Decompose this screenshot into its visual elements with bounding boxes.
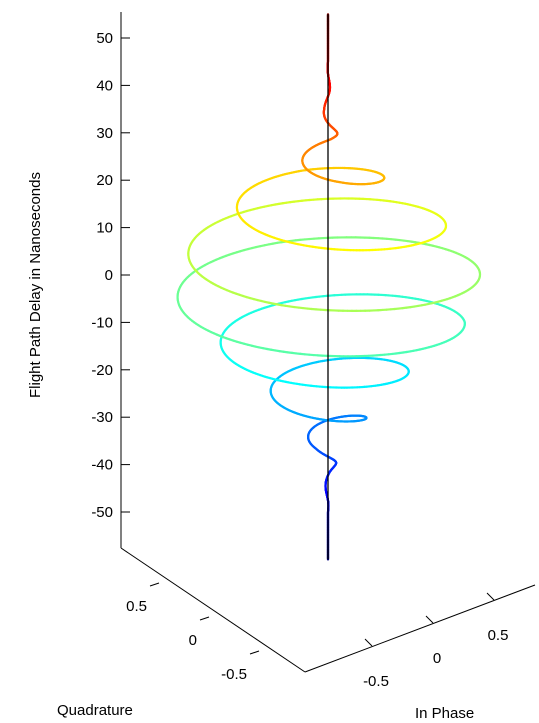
z-tick-label: 20 — [96, 172, 113, 189]
z-tick-label: 0 — [105, 267, 113, 284]
z-tick-label: 40 — [96, 77, 113, 94]
quadrature-axis-ticks: 0.5 0 -0.5 — [126, 582, 260, 683]
in-phase-axis-label: In Phase — [415, 705, 474, 722]
in-phase-tick-label: 0 — [433, 650, 441, 667]
quadrature-tick-label: 0.5 — [126, 598, 147, 615]
in-phase-axis-ticks: -0.5 0 0.5 — [363, 592, 509, 690]
quadrature-tick-mark — [149, 582, 160, 587]
z-tick-label: 50 — [96, 30, 113, 47]
z-tick-label: -50 — [91, 504, 113, 521]
axes-frame — [120, 12, 536, 673]
quadrature-tick-mark — [249, 650, 260, 655]
in-phase-tick-label: -0.5 — [363, 673, 389, 690]
in-phase-tick-mark — [486, 592, 495, 601]
z-axis-ticks: 50 40 30 20 10 0 -10 -20 -30 -40 -50 — [91, 30, 130, 521]
quadrature-tick-mark — [199, 616, 210, 621]
quadrature-tick-label: 0 — [189, 632, 197, 649]
z-axis-label: Flight Path Delay in Nanoseconds — [27, 172, 44, 398]
z-tick-label: -10 — [91, 314, 113, 331]
z-tick-label: -20 — [91, 362, 113, 379]
in-phase-tick-mark — [425, 615, 434, 624]
helix-trace-series — [176, 13, 482, 561]
quadrature-tick-label: -0.5 — [221, 666, 247, 683]
quadrature-axis-label: Quadrature — [57, 702, 133, 719]
z-tick-label: -40 — [91, 457, 113, 474]
in-phase-tick-label: 0.5 — [488, 627, 509, 644]
in-phase-tick-mark — [364, 638, 373, 647]
z-tick-label: -30 — [91, 409, 113, 426]
z-tick-label: 10 — [96, 220, 113, 237]
z-tick-label: 30 — [96, 125, 113, 142]
